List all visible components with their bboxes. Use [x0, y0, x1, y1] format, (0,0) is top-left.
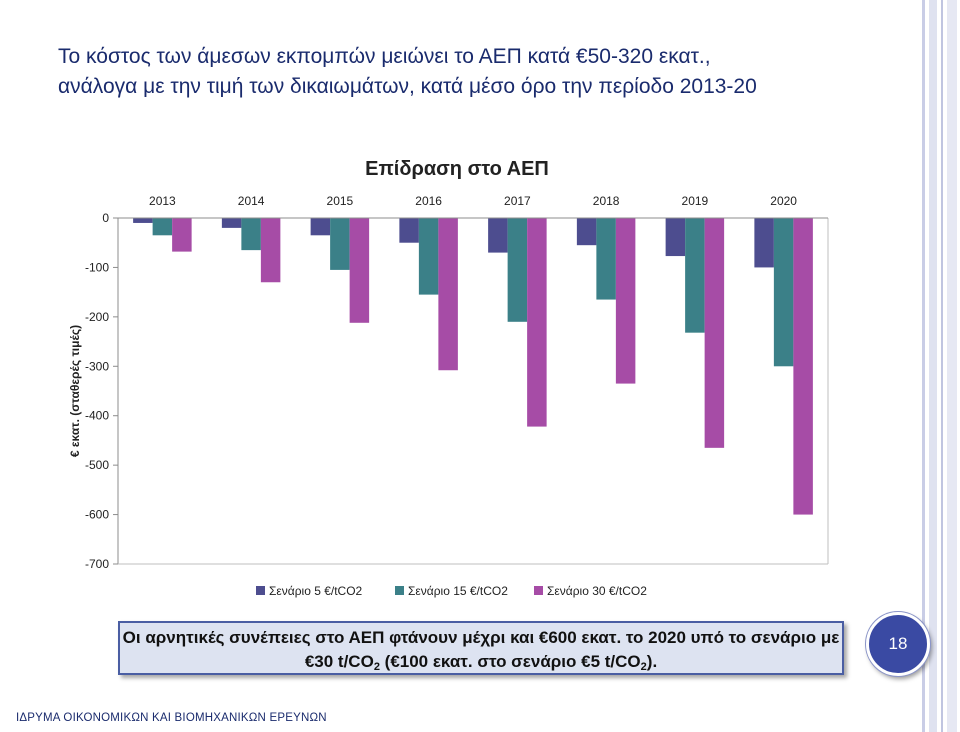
chart-bar	[241, 218, 261, 251]
chart-title: Επίδραση στο ΑΕΠ	[365, 158, 549, 180]
chart-x-tick-label: 2019	[682, 194, 709, 208]
chart-x-tick-label: 2018	[593, 194, 620, 208]
chart-bars	[118, 217, 828, 515]
chart-bar	[596, 218, 616, 300]
page-number-badge: 18	[866, 612, 930, 676]
chart-y-tick-labels: 0 -100 -200 -300 -400 -500 -600 -700	[85, 211, 118, 571]
chart-y-tick-label: -100	[85, 260, 109, 274]
chart-bar	[399, 218, 419, 243]
legend-label: Σενάριο 30 €/tCO2	[547, 584, 647, 598]
note-sub-1: 2	[373, 661, 380, 673]
chart-bar	[576, 218, 597, 246]
chart-bar	[704, 218, 725, 448]
legend-swatch	[256, 586, 265, 595]
chart-bar	[418, 218, 439, 295]
chart-bar	[438, 218, 458, 371]
chart-plot-area	[117, 218, 829, 565]
chart-bar	[615, 218, 636, 384]
chart-bar	[527, 218, 547, 427]
chart-bar	[349, 218, 370, 323]
chart-y-tick-label: -400	[85, 409, 109, 423]
chart-y-tick-label: -700	[85, 557, 109, 571]
chart-bar	[133, 218, 153, 223]
chart-x-tick-label: 2017	[504, 194, 531, 208]
chart-x-tick-label: 2016	[415, 194, 442, 208]
chart-x-tick-label: 2014	[238, 194, 265, 208]
legend-swatch	[534, 586, 543, 595]
chart-bar	[685, 218, 705, 333]
footer-institution: ΙΔΡΥΜΑ ΟΙΚΟΝΟΜΙΚΩΝ ΚΑΙ ΒΙΟΜΗΧΑΝΙΚΩΝ ΕΡΕΥ…	[16, 712, 327, 724]
chart-x-tick-label: 2013	[149, 194, 176, 208]
chart-y-tick-label: 0	[102, 211, 109, 225]
note-sub-2: 2	[640, 661, 647, 673]
chart-x-tick-label: 2020	[770, 194, 797, 208]
chart-y-tick-label: -200	[85, 310, 109, 324]
slide-title-line-1: Το κόστος των άμεσων εκπομπών μειώνει το…	[58, 45, 711, 68]
chart-legend: Σενάριο 5 €/tCO2 Σενάριο 15 €/tCO2 Σενάριο…	[256, 584, 647, 598]
note-part-a: €30 t/CO	[304, 652, 374, 671]
slide-title-line-2: ανάλογα με την τιμή των δικαιωμάτων, κατ…	[58, 75, 757, 98]
chart-y-tick-label: -500	[85, 458, 109, 472]
chart-bar	[793, 218, 813, 515]
chart-y-tick-label: -300	[85, 359, 109, 373]
legend-label: Σενάριο 5 €/tCO2	[269, 584, 363, 598]
decorative-side-stripes	[920, 0, 960, 732]
chart-bar	[488, 218, 508, 253]
chart-bar	[260, 218, 281, 283]
chart-y-tick-label: -600	[85, 508, 109, 522]
chart-bar	[172, 218, 192, 252]
gdp-impact-chart: Επίδραση στο ΑΕΠ € εκατ. (σταθερές τιμές…	[68, 158, 829, 598]
legend-swatch	[395, 586, 404, 595]
slide-title: Το κόστος των άμεσων εκπομπών μειώνει το…	[58, 42, 878, 102]
chart-bar	[507, 218, 528, 322]
chart-bar	[152, 218, 173, 236]
conclusion-note-line-2: €30 t/CO2 (€100 εκατ. στο σενάριο €5 t/C…	[120, 650, 842, 674]
conclusion-note-line-1: Οι αρνητικές συνέπειες στο ΑΕΠ φτάνουν μ…	[122, 628, 840, 647]
chart-x-tick-labels: 2013 2014 2015 2016 2017 2018 2019 2020	[149, 194, 797, 208]
chart-bar	[221, 218, 242, 228]
note-part-b: (€100 εκατ. στο σενάριο €5 t/CO	[379, 652, 641, 671]
conclusion-note-box: Οι αρνητικές συνέπειες στο ΑΕΠ φτάνουν μ…	[118, 621, 844, 675]
chart-bar	[310, 218, 331, 236]
chart-bar	[330, 218, 350, 270]
chart-y-axis-label: € εκατ. (σταθερές τιμές)	[68, 325, 82, 457]
legend-label: Σενάριο 15 €/tCO2	[408, 584, 508, 598]
chart-bar	[773, 218, 794, 367]
chart-bar	[665, 218, 686, 257]
chart-x-tick-label: 2015	[327, 194, 354, 208]
note-part-c: ).	[646, 652, 658, 671]
chart-bar	[754, 218, 774, 268]
